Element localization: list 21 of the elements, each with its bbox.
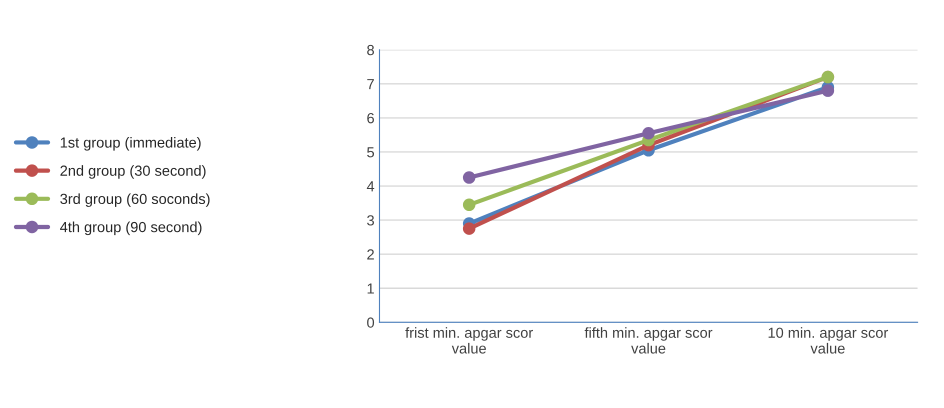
y-tick-label: 5	[367, 147, 374, 158]
x-tick-label: fifth min. apgar scor value	[584, 327, 712, 354]
point	[462, 222, 476, 235]
point	[462, 198, 476, 212]
y-tick-label: 3	[367, 215, 374, 226]
point	[462, 171, 476, 184]
legend-label: 3rd group (60 soconds)	[60, 193, 210, 207]
point	[642, 126, 655, 140]
y-tick-label: 7	[367, 79, 374, 90]
y-tick-label: 2	[367, 249, 374, 260]
legend-label: 4th group (90 second)	[60, 222, 202, 236]
y-tick-label: 8	[367, 44, 374, 56]
legend-label: 1st group (immediate)	[60, 136, 201, 151]
point	[822, 84, 834, 97]
legend-label: 2nd group (30 second)	[60, 165, 206, 179]
y-tick-label: 4	[366, 181, 374, 192]
y-tick-label: 6	[367, 113, 374, 124]
x-tick-label: frist min. apgar scor value	[405, 327, 533, 354]
y-tick-label: 0	[367, 317, 374, 328]
y-tick-label: 1	[368, 284, 374, 294]
x-tick-label: 10 min. apgar scor value	[768, 327, 888, 354]
